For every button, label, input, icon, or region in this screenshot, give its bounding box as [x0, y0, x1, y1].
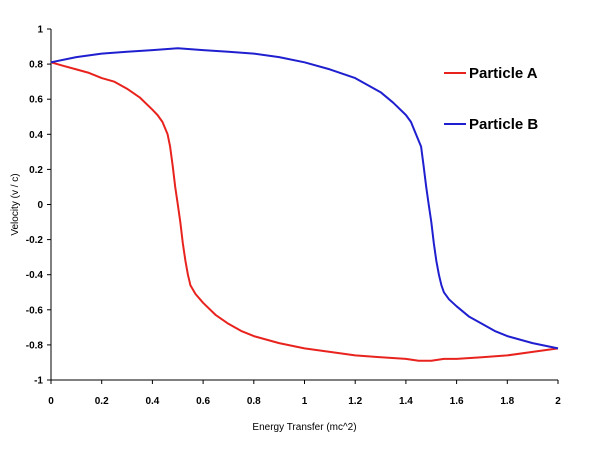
y-tick-label: -0.6 — [26, 305, 44, 316]
y-tick-label: -0.4 — [26, 270, 44, 281]
x-tick-label: 0 — [48, 396, 54, 407]
x-tick-label: 0.8 — [247, 396, 261, 407]
x-tick-label: 0.4 — [145, 396, 159, 407]
x-tick-label: 1.6 — [450, 396, 464, 407]
x-tick-label: 1 — [302, 396, 308, 407]
y-tick-label: 0.6 — [29, 95, 43, 106]
y-tick-label: 0.8 — [29, 60, 43, 71]
y-tick-label: -0.8 — [26, 340, 44, 351]
x-tick-label: 0.6 — [196, 396, 210, 407]
x-tick-label: 2 — [555, 396, 561, 407]
y-tick-label: 0 — [37, 200, 43, 211]
x-tick-label: 1.4 — [399, 396, 413, 407]
legend-label: Particle B — [469, 116, 538, 133]
x-tick-label: 1.2 — [348, 396, 362, 407]
series-line-1 — [50, 61, 559, 362]
y-tick-label: -1 — [34, 376, 43, 387]
x-tick-label: 1.8 — [500, 396, 514, 407]
series-line-2 — [50, 47, 559, 350]
x-tick-label: 0.2 — [95, 396, 109, 407]
y-tick-label: 0.4 — [29, 130, 43, 141]
y-tick-label: -0.2 — [26, 235, 44, 246]
x-axis-title: Energy Transfer (mc^2) — [252, 422, 356, 433]
legend-label: Particle A — [469, 65, 538, 82]
y-tick-label: 1 — [37, 25, 43, 36]
y-tick-label: 0.2 — [29, 165, 43, 176]
y-axis-title: Velocity (v / c) — [10, 173, 21, 235]
